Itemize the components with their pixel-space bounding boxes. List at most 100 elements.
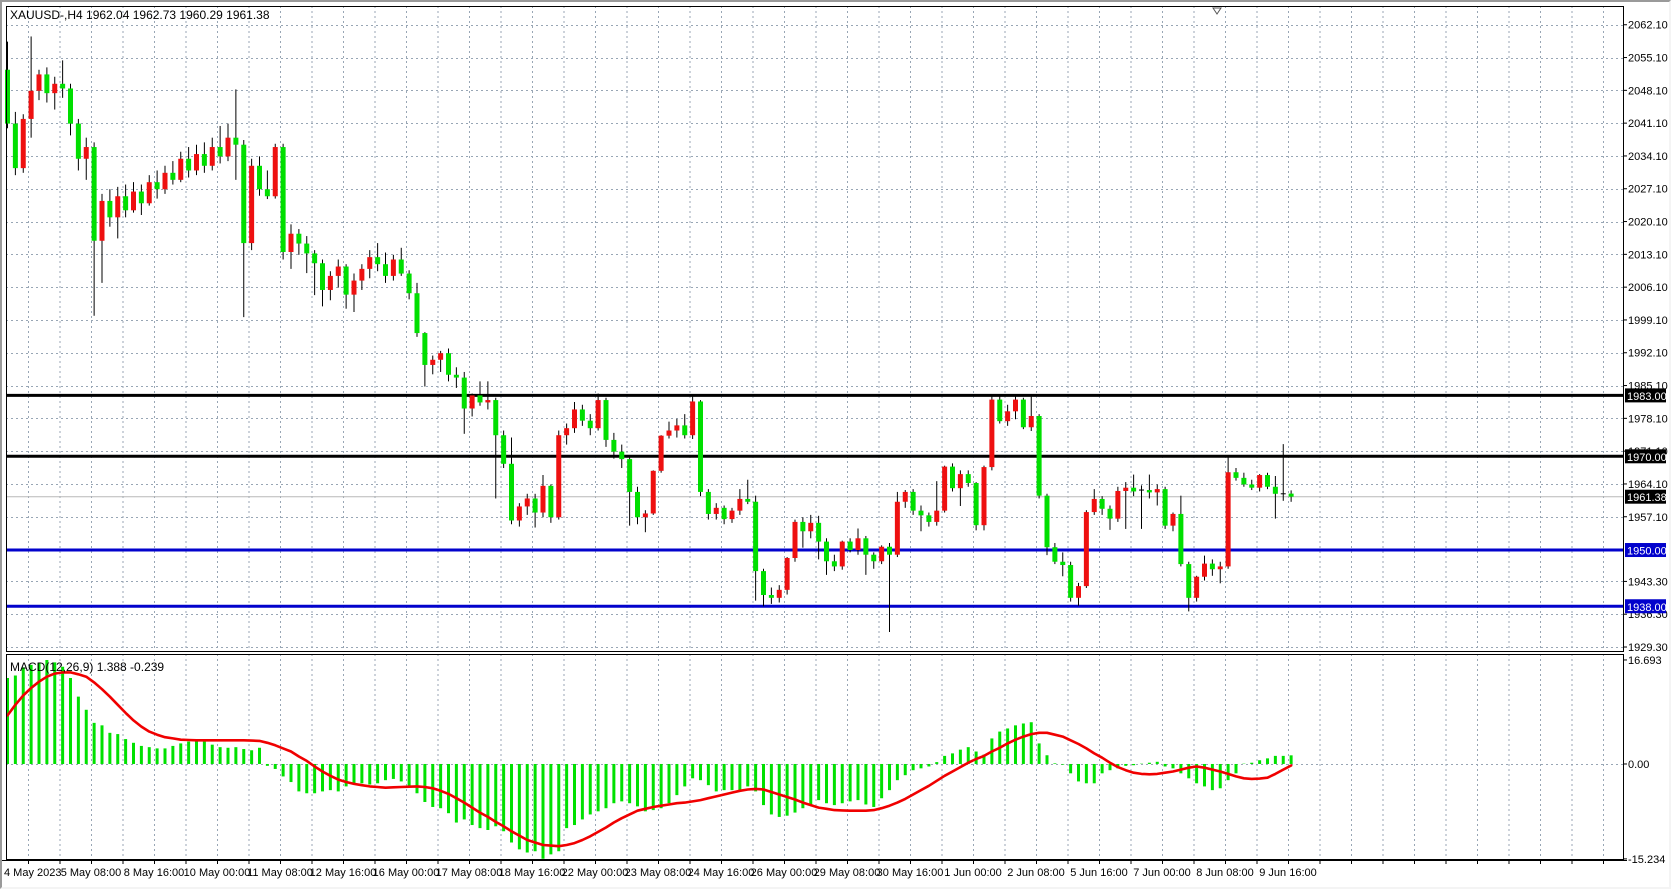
bear-candle[interactable] bbox=[611, 439, 617, 452]
bull-candle[interactable] bbox=[674, 425, 680, 431]
bear-candle[interactable] bbox=[926, 515, 932, 522]
bear-candle[interactable] bbox=[375, 257, 381, 265]
bear-candle[interactable] bbox=[1036, 416, 1042, 496]
bear-candle[interactable] bbox=[5, 69, 10, 124]
bull-candle[interactable] bbox=[1217, 566, 1223, 570]
bull-candle[interactable] bbox=[28, 90, 34, 119]
bull-candle[interactable] bbox=[989, 399, 995, 468]
bull-candle[interactable] bbox=[162, 172, 168, 190]
bear-candle[interactable] bbox=[422, 333, 428, 365]
bull-candle[interactable] bbox=[516, 506, 522, 521]
bull-candle[interactable] bbox=[1225, 472, 1231, 567]
bear-candle[interactable] bbox=[257, 165, 262, 190]
bull-candle[interactable] bbox=[1005, 411, 1011, 422]
bull-candle[interactable] bbox=[1170, 513, 1176, 526]
bull-candle[interactable] bbox=[36, 74, 42, 91]
bull-candle[interactable] bbox=[729, 510, 735, 520]
bull-candle[interactable] bbox=[957, 474, 963, 489]
bull-candle[interactable] bbox=[650, 470, 656, 514]
bull-candle[interactable] bbox=[792, 521, 798, 558]
bull-candle[interactable] bbox=[572, 409, 577, 429]
bear-candle[interactable] bbox=[1044, 495, 1050, 548]
bear-candle[interactable] bbox=[383, 264, 388, 276]
bear-candle[interactable] bbox=[264, 189, 270, 197]
bear-candle[interactable] bbox=[603, 400, 609, 440]
bull-candle[interactable] bbox=[430, 359, 436, 365]
bull-candle[interactable] bbox=[540, 485, 546, 513]
bear-candle[interactable] bbox=[304, 243, 310, 254]
chart-shift-marker-icon[interactable] bbox=[1212, 7, 1222, 15]
bear-candle[interactable] bbox=[824, 541, 829, 562]
bull-candle[interactable] bbox=[367, 257, 373, 269]
bull-candle[interactable] bbox=[52, 83, 58, 94]
bear-candle[interactable] bbox=[973, 483, 979, 526]
bear-candle[interactable] bbox=[627, 459, 633, 492]
bear-candle[interactable] bbox=[398, 259, 404, 274]
bull-candle[interactable] bbox=[327, 275, 333, 290]
bear-candle[interactable] bbox=[1099, 498, 1105, 509]
bear-candle[interactable] bbox=[1209, 563, 1215, 570]
candlestick-series[interactable] bbox=[5, 36, 1294, 633]
bull-candle[interactable] bbox=[359, 268, 365, 281]
bear-candle[interactable] bbox=[1052, 547, 1058, 562]
bull-candle[interactable] bbox=[666, 430, 672, 436]
bull-candle[interactable] bbox=[839, 541, 845, 567]
bull-candle[interactable] bbox=[642, 513, 648, 518]
bear-candle[interactable] bbox=[217, 147, 223, 157]
bear-candle[interactable] bbox=[1233, 472, 1239, 478]
bear-candle[interactable] bbox=[343, 266, 349, 295]
bull-candle[interactable] bbox=[784, 557, 790, 590]
bear-candle[interactable] bbox=[800, 521, 806, 532]
bull-candle[interactable] bbox=[115, 196, 121, 218]
bull-candle[interactable] bbox=[556, 435, 562, 518]
bull-candle[interactable] bbox=[390, 259, 396, 276]
bull-candle[interactable] bbox=[1202, 563, 1207, 577]
bull-candle[interactable] bbox=[1013, 399, 1018, 412]
bear-candle[interactable] bbox=[312, 253, 318, 264]
bull-candle[interactable] bbox=[1115, 490, 1121, 519]
bear-candle[interactable] bbox=[721, 507, 727, 520]
bear-candle[interactable] bbox=[753, 501, 759, 572]
bear-candle[interactable] bbox=[587, 420, 593, 429]
bear-candle[interactable] bbox=[406, 273, 412, 294]
axis-labels[interactable]: 2062.10 2055.10 2048.10 2041.10 2034.10 2027.… bbox=[2, 20, 1668, 879]
bear-candle[interactable] bbox=[201, 154, 207, 166]
bear-candle[interactable] bbox=[170, 172, 176, 180]
bear-candle[interactable] bbox=[107, 200, 113, 218]
bear-candle[interactable] bbox=[12, 123, 18, 169]
macd-signal-line[interactable] bbox=[6, 671, 1293, 848]
bull-candle[interactable] bbox=[1028, 416, 1034, 428]
bear-candle[interactable] bbox=[761, 571, 766, 596]
support-resistance-lines[interactable] bbox=[6, 393, 1623, 608]
bull-candle[interactable] bbox=[1091, 498, 1097, 513]
bear-candle[interactable] bbox=[186, 158, 192, 171]
bear-candle[interactable] bbox=[579, 409, 585, 421]
bear-candle[interactable] bbox=[847, 541, 853, 551]
bear-candle[interactable] bbox=[831, 561, 837, 567]
bull-candle[interactable] bbox=[178, 158, 184, 180]
bull-candle[interactable] bbox=[20, 118, 26, 169]
bull-candle[interactable] bbox=[1257, 475, 1263, 488]
bear-candle[interactable] bbox=[532, 498, 538, 513]
bull-candle[interactable] bbox=[438, 353, 444, 360]
bear-candle[interactable] bbox=[682, 425, 688, 436]
bull-candle[interactable] bbox=[524, 498, 530, 507]
bear-candle[interactable] bbox=[461, 377, 467, 409]
bear-candle[interactable] bbox=[1186, 564, 1192, 598]
bear-candle[interactable] bbox=[635, 491, 640, 518]
bear-candle[interactable] bbox=[997, 399, 1003, 422]
bear-candle[interactable] bbox=[68, 88, 73, 124]
bear-candle[interactable] bbox=[1131, 487, 1137, 492]
bear-candle[interactable] bbox=[950, 466, 955, 489]
bear-candle[interactable] bbox=[241, 144, 247, 244]
bull-candle[interactable] bbox=[131, 191, 136, 211]
bull-candle[interactable] bbox=[808, 522, 814, 532]
bear-candle[interactable] bbox=[1020, 399, 1026, 428]
bear-candle[interactable] bbox=[60, 83, 66, 89]
bull-candle[interactable] bbox=[485, 400, 491, 403]
bear-candle[interactable] bbox=[138, 191, 144, 204]
bull-candle[interactable] bbox=[1076, 586, 1081, 598]
bull-candle[interactable] bbox=[934, 510, 940, 522]
bear-candle[interactable] bbox=[280, 147, 286, 253]
bear-candle[interactable] bbox=[453, 374, 459, 378]
